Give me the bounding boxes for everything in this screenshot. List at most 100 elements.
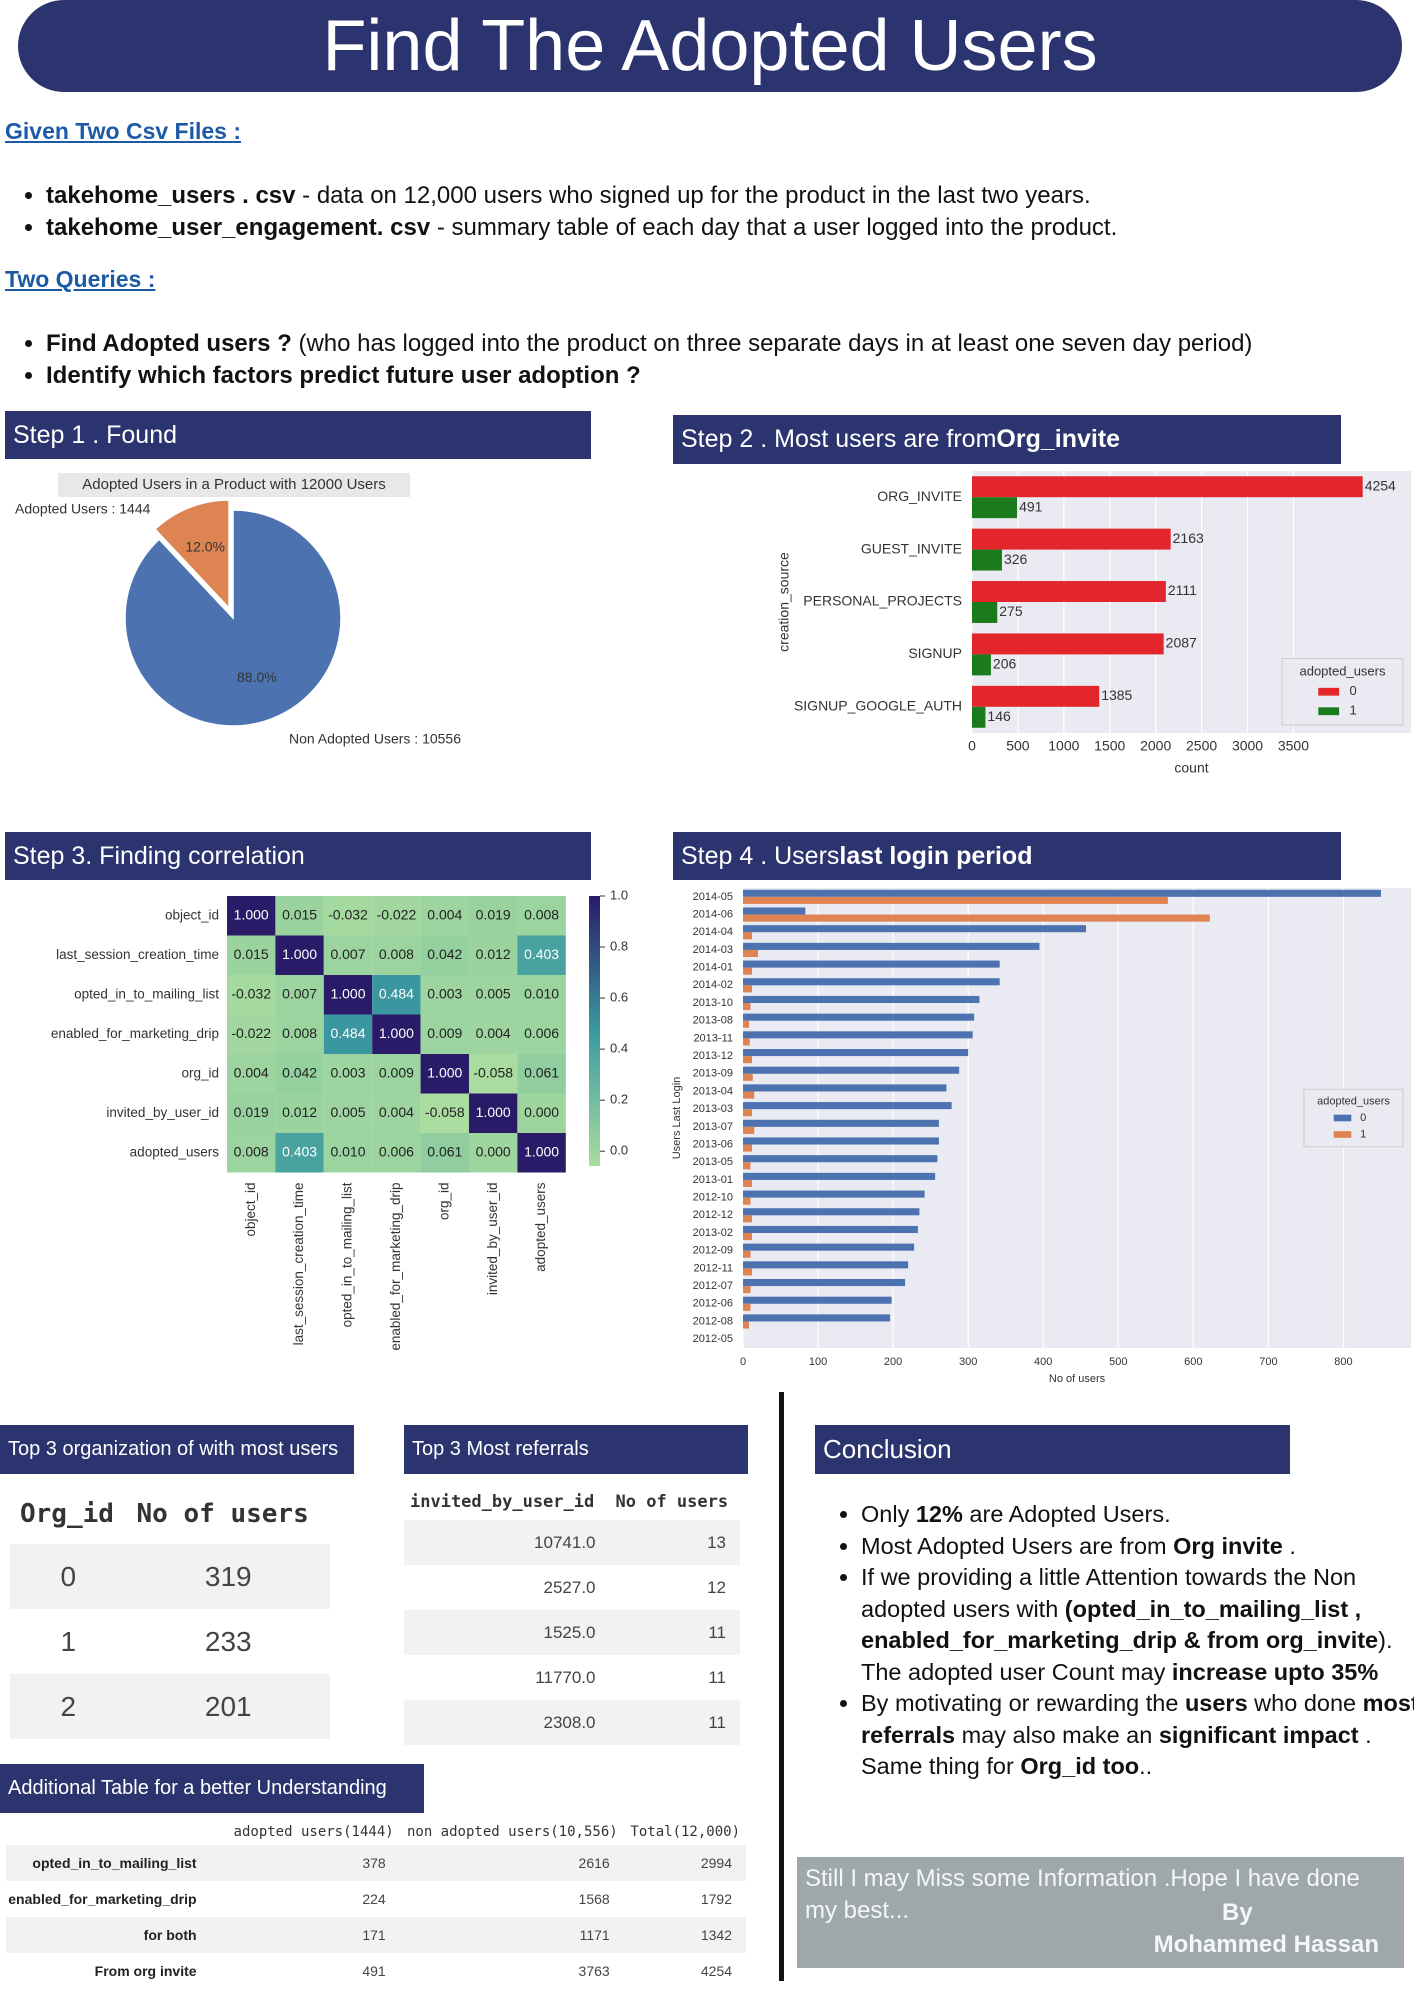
colorbar-tick-label: 0.0 <box>610 1143 628 1158</box>
step-heading: Step 3. Finding correlation <box>5 832 591 880</box>
heatmap-cell <box>323 975 373 1015</box>
cell-label: 0.008 <box>524 906 559 922</box>
y-tick-label: 2013-05 <box>693 1156 733 1168</box>
column-label: adopted_users <box>533 1182 548 1272</box>
heatmap-cell <box>517 975 566 1015</box>
bar <box>743 1250 751 1258</box>
cell-label: 0.007 <box>282 985 317 1001</box>
bar <box>743 995 980 1003</box>
cell-label: 0.008 <box>282 1025 317 1041</box>
text-segment: Step 4 . Users <box>681 841 840 870</box>
bar-value-label: 146 <box>987 708 1011 724</box>
bar <box>972 497 1018 519</box>
table-row: 2308.0 11 <box>404 1700 740 1745</box>
heatmap-cell <box>323 1014 373 1054</box>
cell-label: 0.006 <box>379 1143 414 1159</box>
cell-label: 0.012 <box>476 946 511 962</box>
x-tick-label: 1000 <box>1048 738 1079 754</box>
table-cell: 1171 <box>399 1917 624 1953</box>
y-tick-label: 2013-09 <box>693 1068 733 1080</box>
cell-label: 0.010 <box>524 985 559 1001</box>
y-tick-label: ORG_INVITE <box>877 488 962 504</box>
colorbar <box>589 896 600 1166</box>
bar <box>743 1049 969 1057</box>
heatmap-cell <box>372 1014 421 1054</box>
cell-label: -0.032 <box>231 985 271 1001</box>
table-row: 11770.0 11 <box>404 1655 740 1700</box>
heatmap-cell <box>420 1014 469 1054</box>
text-segment: may also make an <box>955 1721 1159 1748</box>
conclusion-list: Only 12% are Adopted Users.Most Adopted … <box>815 1499 1414 1783</box>
text-segment: Org_id too <box>1020 1753 1140 1779</box>
table-row: 2 201 <box>10 1674 330 1739</box>
table-cell: 2308.0 <box>404 1700 610 1745</box>
header-cell: No of users <box>615 1492 729 1512</box>
bar <box>743 1144 753 1152</box>
heatmap-cell <box>517 1093 566 1133</box>
heatmap-cell <box>372 975 421 1015</box>
x-tick-label: 2000 <box>1140 738 1171 754</box>
text-segment: last login period <box>839 841 1033 870</box>
x-tick-label: 300 <box>959 1356 977 1368</box>
cell-label: 0.003 <box>330 1064 365 1080</box>
section-heading: Two Queries : <box>5 266 156 292</box>
table-heading: Additional Table for a better Understand… <box>0 1764 424 1813</box>
colorbar-tick-label: 0.2 <box>610 1092 628 1107</box>
heatmap-cell <box>517 935 566 975</box>
cell-label: 0.061 <box>524 1064 559 1080</box>
y-tick-label: 2013-08 <box>693 1015 733 1027</box>
bar <box>743 985 753 993</box>
cell-label: 0.006 <box>524 1025 559 1041</box>
cell-label: 0.008 <box>234 1143 269 1159</box>
bar-chart: 0 100 200 300 400 500 600 700 800 2014-05 2014-06 2… <box>671 888 1411 1385</box>
pie-label: Adopted Users : 1444 <box>15 501 151 517</box>
y-tick-label: 2012-06 <box>693 1298 733 1310</box>
legend-swatch <box>1333 1114 1352 1122</box>
text-segment: Org_invite <box>996 425 1121 453</box>
footer-by: By <box>1222 1899 1253 1926</box>
cell-label: 0.012 <box>282 1104 317 1120</box>
cell-label: 1.000 <box>234 906 269 922</box>
heatmap-cell <box>275 935 324 975</box>
row-label: invited_by_user_id <box>106 1105 219 1120</box>
table-row: 1 233 <box>10 1609 330 1674</box>
heatmap-cell <box>275 1014 324 1054</box>
bar <box>743 907 806 915</box>
x-tick-label: 3500 <box>1278 738 1309 754</box>
colorbar-tick-label: 1.0 <box>610 887 628 902</box>
table-row: 2527.0 12 <box>404 1565 740 1610</box>
colorbar-tick-label: 0.6 <box>610 990 628 1005</box>
cell-label: 1.000 <box>330 985 365 1001</box>
x-tick-label: 1500 <box>1094 738 1125 754</box>
table-cell: 1 <box>60 1625 77 1657</box>
heatmap-cell <box>227 935 276 975</box>
footer-text: Still I may Miss some Information .Hope … <box>805 1865 1360 1924</box>
bar-value-label: 2087 <box>1166 635 1197 651</box>
cell-label: -0.058 <box>473 1064 513 1080</box>
cell-label: 0.010 <box>330 1143 365 1159</box>
table-row: enabled_for_marketing_drip 224 1568 1792 <box>6 1881 746 1917</box>
table-row: 10741.0 13 <box>404 1520 740 1565</box>
x-tick-label: 800 <box>1334 1356 1352 1368</box>
table-row: From org invite 491 3763 4254 <box>6 1953 746 1989</box>
y-tick-label: 2012-11 <box>693 1262 733 1274</box>
table: Org_id No of users 0 319 1 233 2 201 <box>10 1484 330 1739</box>
heatmap-cell <box>517 1133 566 1173</box>
bar <box>972 581 1166 602</box>
pie-label: Non Adopted Users : 10556 <box>289 731 461 747</box>
text-segment: who done <box>1247 1690 1363 1716</box>
text-segment: ). The adopted user Count may <box>861 1627 1393 1685</box>
step-heading: Step 4 . Users last login period <box>673 832 1341 880</box>
heatmap-cell <box>420 1133 469 1173</box>
bar <box>743 896 1168 904</box>
heatmap-cell <box>420 1093 469 1133</box>
conclusion-heading: Conclusion <box>815 1425 1290 1474</box>
heatmap-cell <box>323 1054 373 1094</box>
step-heading: Step 1 . Found <box>5 411 591 459</box>
table-heading: Top 3 Most referrals <box>404 1425 748 1474</box>
bar-value-label: 275 <box>999 603 1023 619</box>
cell-label: 1.000 <box>379 1025 414 1041</box>
table-row: 0 319 <box>10 1544 330 1609</box>
heatmap-cell <box>517 1014 566 1054</box>
footer-note: Still I may Miss some Information .Hope … <box>797 1857 1404 1968</box>
